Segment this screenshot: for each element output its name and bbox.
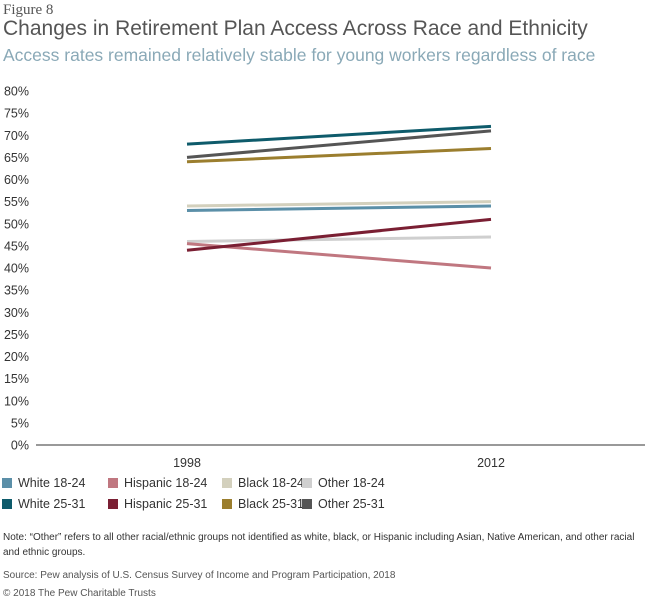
series-line-other-18-24 — [186, 235, 492, 243]
legend-item: Black 25-31 — [222, 497, 304, 511]
legend-swatch — [2, 478, 12, 488]
y-tick-label: 10% — [4, 394, 29, 408]
series-line-other-25-31 — [186, 129, 492, 159]
legend-item: Black 18-24 — [222, 476, 304, 490]
figure-label: Figure 8 — [3, 2, 54, 18]
legend-swatch — [302, 499, 312, 509]
y-tick-label: 80% — [4, 85, 29, 99]
series-line-black-25-31 — [186, 147, 492, 164]
y-tick-label: 60% — [4, 173, 29, 187]
legend-item: White 25-31 — [2, 497, 85, 511]
y-tick-label: 5% — [11, 416, 29, 430]
legend-item: Other 25-31 — [302, 497, 385, 511]
y-tick-label: 55% — [4, 195, 29, 209]
x-tick-label: 1998 — [173, 456, 201, 470]
legend-swatch — [222, 499, 232, 509]
y-tick-label: 45% — [4, 239, 29, 253]
chart-subtitle: Access rates remained relatively stable … — [3, 45, 596, 65]
y-tick-label: 15% — [4, 372, 29, 386]
y-tick-label: 35% — [4, 284, 29, 298]
copyright: © 2018 The Pew Charitable Trusts — [3, 588, 156, 599]
legend-label: Other 18-24 — [318, 476, 385, 490]
legend-label: Other 25-31 — [318, 497, 385, 511]
series-line-black-18-24 — [186, 200, 492, 208]
series-line-white-25-31 — [186, 124, 492, 146]
legend-swatch — [108, 478, 118, 488]
legend-label: White 25-31 — [18, 497, 86, 511]
series-line-hispanic-18-24 — [186, 242, 492, 270]
y-tick-label: 70% — [4, 129, 29, 143]
chart-title: Changes in Retirement Plan Access Across… — [3, 17, 588, 40]
y-tick-label: 20% — [4, 350, 29, 364]
y-tick-label: 50% — [4, 217, 29, 231]
legend-item: Hispanic 18-24 — [108, 476, 207, 490]
chart-source: Source: Pew analysis of U.S. Census Surv… — [3, 570, 396, 581]
legend-item: White 18-24 — [2, 476, 85, 490]
legend-swatch — [222, 478, 232, 488]
legend-item: Hispanic 25-31 — [108, 497, 207, 511]
line-chart: 0% 5% 10% 15% 20% 25% 30% 35% 40% 45% 50% 55% 60% 65%… — [4, 85, 645, 470]
y-tick-label: 75% — [4, 107, 29, 121]
y-tick-label: 0% — [11, 439, 29, 453]
legend-item: Other 18-24 — [302, 476, 385, 490]
legend-label: Black 25-31 — [238, 497, 305, 511]
y-tick-label: 25% — [4, 328, 29, 342]
legend-label: Black 18-24 — [238, 476, 305, 490]
y-tick-label: 65% — [4, 151, 29, 165]
legend-swatch — [2, 499, 12, 509]
series-line-hispanic-25-31 — [186, 217, 492, 252]
y-tick-label: 40% — [4, 262, 29, 276]
chart-note: Note: “Other” refers to all other racial… — [3, 532, 635, 558]
legend-label: White 18-24 — [18, 476, 86, 490]
y-tick-label: 30% — [4, 306, 29, 320]
legend-swatch — [108, 499, 118, 509]
legend-label: Hispanic 18-24 — [124, 476, 208, 490]
legend-label: Hispanic 25-31 — [124, 497, 208, 511]
x-tick-label: 2012 — [477, 456, 505, 470]
series-line-white-18-24 — [186, 204, 492, 212]
legend-swatch — [302, 478, 312, 488]
